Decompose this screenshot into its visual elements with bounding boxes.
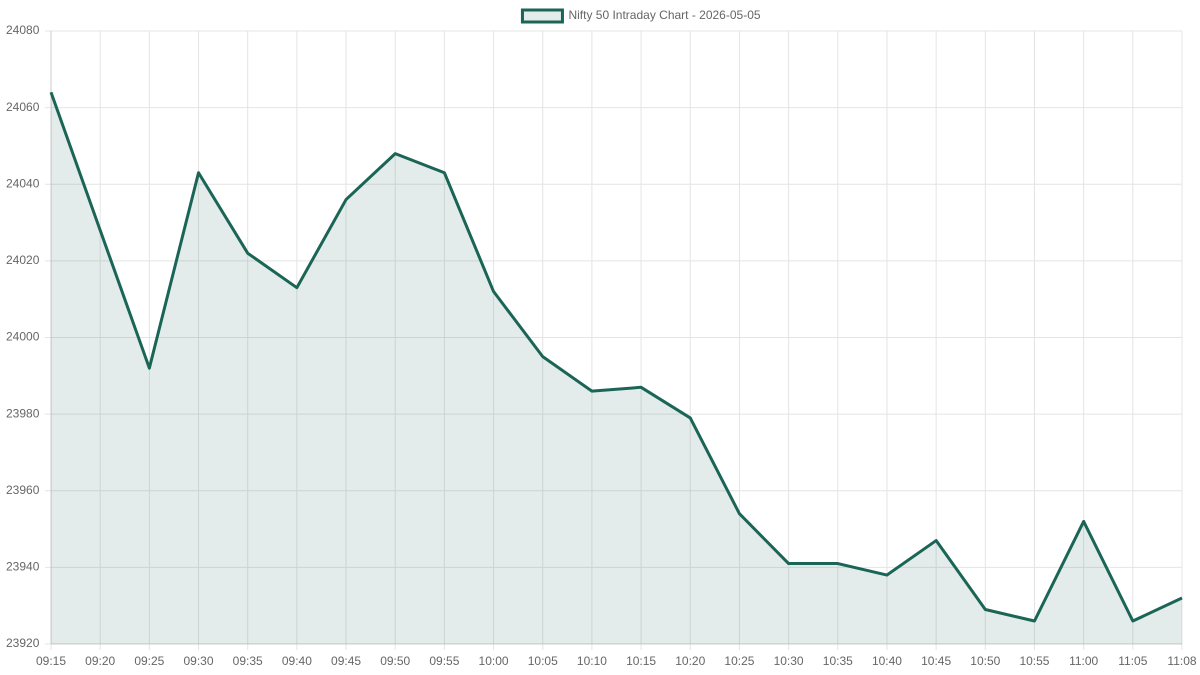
y-tick-label: 24000 xyxy=(6,330,40,344)
x-tick-label: 10:50 xyxy=(970,654,1000,668)
x-tick-label: 09:40 xyxy=(282,654,312,668)
y-tick-label: 24040 xyxy=(6,176,40,190)
x-tick-label: 10:30 xyxy=(774,654,804,668)
x-tick-label: 10:55 xyxy=(1019,654,1049,668)
x-tick-label: 10:45 xyxy=(921,654,951,668)
x-tick-label: 09:45 xyxy=(331,654,361,668)
x-tick-label: 10:25 xyxy=(724,654,754,668)
x-tick-label: 10:00 xyxy=(479,654,509,668)
line xyxy=(49,91,1183,623)
x-tick-label: 09:30 xyxy=(184,654,214,668)
y-tick-label: 23940 xyxy=(6,560,40,574)
x-tick-label: 10:20 xyxy=(675,654,705,668)
y-tick-label: 23980 xyxy=(6,406,40,420)
y-tick-label: 23920 xyxy=(6,636,40,650)
x-tick-label: 09:50 xyxy=(380,654,410,668)
x-tick-label: 10:15 xyxy=(626,654,656,668)
x-tick-label: 10:35 xyxy=(823,654,853,668)
legend-label[interactable]: Nifty 50 Intraday Chart - 2026-05-05 xyxy=(568,8,760,22)
x-tick-label: 09:35 xyxy=(233,654,263,668)
y-tick-label: 24020 xyxy=(6,253,40,267)
x-tick-label: 09:15 xyxy=(36,654,66,668)
legend-swatch[interactable] xyxy=(520,8,564,24)
x-tick-label: 09:55 xyxy=(429,654,459,668)
x-tick-label: 10:40 xyxy=(872,654,902,668)
x-tick-label: 11:05 xyxy=(1118,654,1147,668)
x-tick-label: 10:10 xyxy=(577,654,607,668)
x-tick-label: 11:00 xyxy=(1069,654,1098,668)
x-tick-label: 11:08 xyxy=(1167,654,1196,668)
y-tick-label: 23960 xyxy=(6,483,40,497)
y-tick-label: 24080 xyxy=(6,23,40,37)
x-tick-label: 09:25 xyxy=(134,654,164,668)
y-tick-label: 24060 xyxy=(6,100,40,114)
x-tick-label: 09:20 xyxy=(85,654,115,668)
x-tick-label: 10:05 xyxy=(528,654,558,668)
area xyxy=(51,92,1182,645)
